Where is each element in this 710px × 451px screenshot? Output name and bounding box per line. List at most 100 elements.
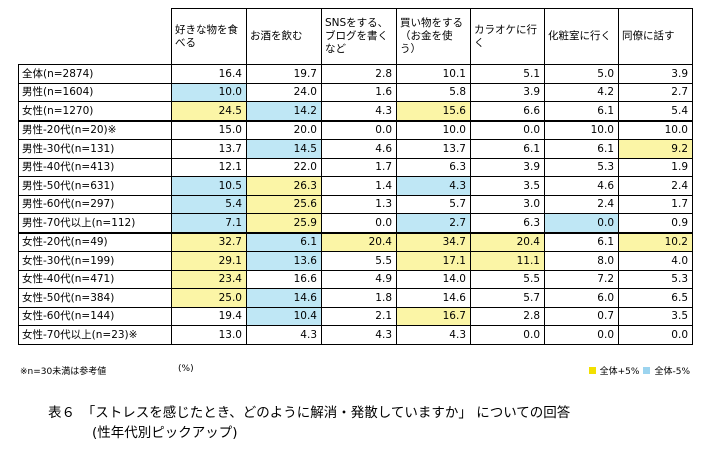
row-label: 女性-70代以上(n=23)※ — [18, 325, 172, 345]
row-label: 男性-50代(n=631) — [18, 176, 172, 196]
stress-relief-table: 好きな物を食べる お酒を飲む SNSをする、ブログを書くなど 買い物をする（お金… — [18, 8, 693, 345]
value-cell: 1.6 — [321, 82, 397, 102]
value-cell: 10.2 — [618, 231, 693, 252]
row-label: 男性-60代(n=297) — [18, 194, 172, 214]
value-cell: 5.3 — [544, 157, 619, 177]
value-cell: 4.3 — [321, 325, 397, 345]
unit-note: (%) — [178, 364, 194, 374]
table-row: 男性(n=1604) 10.0 24.0 1.6 5.8 3.9 4.2 2.7 — [18, 82, 693, 102]
value-cell: 6.1 — [470, 139, 545, 159]
value-cell: 24.0 — [246, 82, 322, 102]
value-cell: 14.0 — [396, 269, 471, 289]
table-row: 女性-30代(n=199) 29.1 13.6 5.5 17.1 11.1 8.0 4.0 — [18, 251, 693, 271]
value-cell: 19.4 — [171, 306, 247, 326]
value-cell: 0.0 — [321, 119, 397, 140]
value-cell: 25.6 — [246, 194, 322, 214]
value-cell: 5.7 — [396, 194, 471, 214]
value-cell: 5.3 — [618, 269, 693, 289]
value-cell: 10.4 — [246, 306, 322, 326]
value-cell: 10.5 — [171, 176, 247, 196]
value-cell: 16.6 — [246, 269, 322, 289]
row-label: 女性-50代(n=384) — [18, 288, 172, 308]
column-header: 同僚に話す — [618, 8, 693, 65]
row-label: 男性-30代(n=131) — [18, 139, 172, 159]
value-cell: 6.6 — [470, 101, 545, 121]
value-cell: 15.6 — [396, 101, 471, 121]
row-label: 女性-60代(n=144) — [18, 306, 172, 326]
row-label: 男性-40代(n=413) — [18, 157, 172, 177]
table-row: 男性-30代(n=131) 13.7 14.5 4.6 13.7 6.1 6.1 9.2 — [18, 139, 693, 159]
table-row: 女性-70代以上(n=23)※ 13.0 4.3 4.3 4.3 0.0 0.0 0.0 — [18, 325, 693, 345]
value-cell: 1.4 — [321, 176, 397, 196]
value-cell: 20.4 — [470, 231, 545, 252]
value-cell: 6.3 — [470, 213, 545, 233]
value-cell: 2.7 — [396, 213, 471, 233]
value-cell: 6.1 — [544, 101, 619, 121]
value-cell: 0.0 — [544, 213, 619, 233]
value-cell: 1.9 — [618, 157, 693, 177]
value-cell: 1.7 — [618, 194, 693, 214]
value-cell: 8.0 — [544, 251, 619, 271]
value-cell: 2.4 — [544, 194, 619, 214]
caption-line-1: 表６ 「ストレスを感じたとき、どのように解消・発散していますか」 についての回答 — [48, 405, 571, 421]
value-cell: 32.7 — [171, 231, 247, 252]
value-cell: 9.2 — [618, 139, 693, 159]
table-body: 全体(n=2874) 16.4 19.7 2.8 10.1 5.1 5.0 3.9 男性(n=1… — [18, 64, 693, 345]
value-cell: 14.2 — [246, 101, 322, 121]
row-label: 女性-40代(n=471) — [18, 269, 172, 289]
row-label: 男性-20代(n=20)※ — [18, 119, 172, 140]
value-cell: 5.7 — [470, 288, 545, 308]
value-cell: 1.3 — [321, 194, 397, 214]
value-cell: 17.1 — [396, 251, 471, 271]
value-cell: 14.6 — [396, 288, 471, 308]
value-cell: 0.0 — [470, 325, 545, 345]
table-row: 男性-40代(n=413) 12.1 22.0 1.7 6.3 3.9 5.3 1.9 — [18, 157, 693, 177]
table-footer: ※n=30未満は参考値 (%) 全体+5% 全体-5% — [18, 364, 692, 378]
header-row: 好きな物を食べる お酒を飲む SNSをする、ブログを書くなど 買い物をする（お金… — [18, 8, 693, 65]
row-label: 女性-30代(n=199) — [18, 251, 172, 271]
caption-line-2: (性年代別ピックアップ) — [92, 425, 238, 441]
value-cell: 14.6 — [246, 288, 322, 308]
value-cell: 6.0 — [544, 288, 619, 308]
value-cell: 7.2 — [544, 269, 619, 289]
column-header: カラオケに行く — [470, 8, 545, 65]
value-cell: 5.4 — [618, 101, 693, 121]
footnote: ※n=30未満は参考値 — [20, 367, 107, 377]
table-row: 全体(n=2874) 16.4 19.7 2.8 10.1 5.1 5.0 3.9 — [18, 64, 693, 84]
value-cell: 22.0 — [246, 157, 322, 177]
value-cell: 7.1 — [171, 213, 247, 233]
value-cell: 5.5 — [470, 269, 545, 289]
legend-low-swatch — [643, 367, 651, 374]
value-cell: 4.2 — [544, 82, 619, 102]
value-cell: 16.4 — [171, 64, 247, 84]
row-label: 全体(n=2874) — [18, 64, 172, 84]
value-cell: 13.7 — [396, 139, 471, 159]
value-cell: 0.9 — [618, 213, 693, 233]
value-cell: 4.3 — [396, 176, 471, 196]
legend-high-swatch — [588, 367, 596, 374]
value-cell: 4.3 — [246, 325, 322, 345]
value-cell: 4.3 — [321, 101, 397, 121]
value-cell: 34.7 — [396, 231, 471, 252]
column-header: お酒を飲む — [246, 8, 322, 65]
value-cell: 24.5 — [171, 101, 247, 121]
value-cell: 26.3 — [246, 176, 322, 196]
table-row: 女性-60代(n=144) 19.4 10.4 2.1 16.7 2.8 0.7 3.5 — [18, 306, 693, 326]
value-cell: 3.9 — [618, 64, 693, 84]
value-cell: 5.8 — [396, 82, 471, 102]
column-header: 好きな物を食べる — [171, 8, 247, 65]
value-cell: 25.9 — [246, 213, 322, 233]
value-cell: 4.9 — [321, 269, 397, 289]
value-cell: 20.0 — [246, 119, 322, 140]
value-cell: 3.9 — [470, 82, 545, 102]
value-cell: 13.6 — [246, 251, 322, 271]
value-cell: 29.1 — [171, 251, 247, 271]
value-cell: 13.7 — [171, 139, 247, 159]
value-cell: 0.7 — [544, 306, 619, 326]
value-cell: 10.0 — [618, 119, 693, 140]
legend-low-label: 全体-5% — [654, 367, 690, 377]
value-cell: 0.0 — [544, 325, 619, 345]
value-cell: 5.1 — [470, 64, 545, 84]
value-cell: 4.0 — [618, 251, 693, 271]
row-label: 男性-70代以上(n=112) — [18, 213, 172, 233]
